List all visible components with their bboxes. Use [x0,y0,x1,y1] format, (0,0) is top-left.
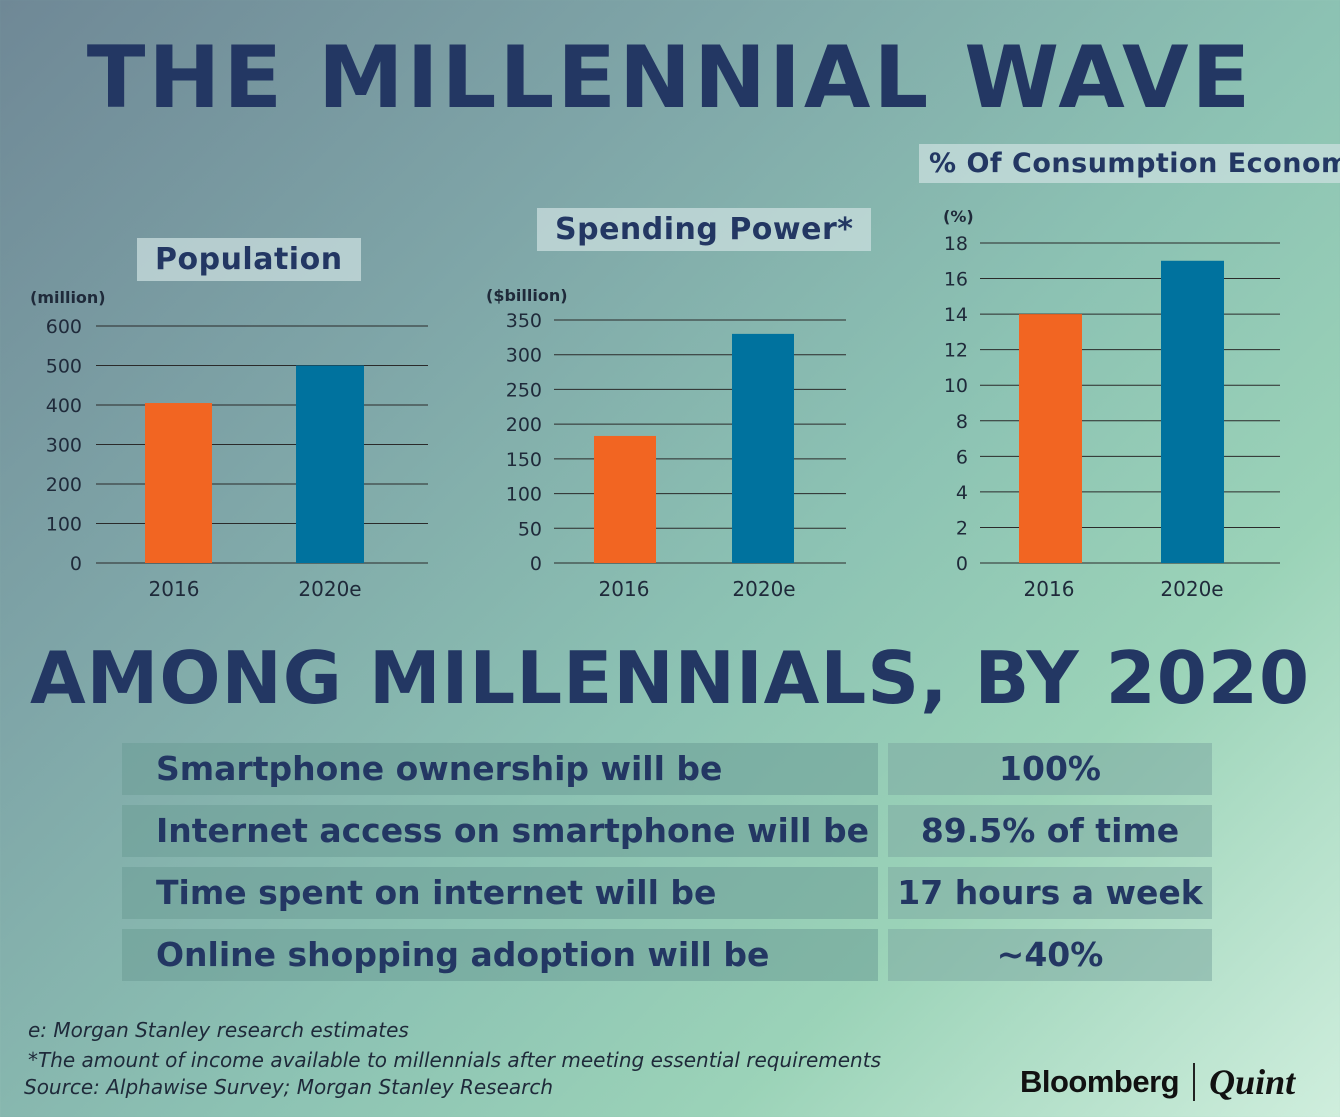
population-bar-2020e [296,365,364,563]
footnote-estimates: e: Morgan Stanley research estimates [28,1018,409,1042]
consumption-bar-2016 [1019,314,1082,563]
brand-bloomberg: Bloomberg [1020,1064,1180,1099]
spending-bar-2016 [594,435,656,563]
spending-y-tick: 100 [506,484,542,506]
spending-y-tick: 150 [506,449,542,471]
consumption-y-tick: 10 [944,375,968,397]
population-bar-2016 [145,403,212,563]
population-x-tick: 2020e [298,577,361,601]
population-x-tick: 2016 [149,577,200,601]
population-y-tick: 400 [46,395,82,417]
population-y-tick: 600 [46,316,82,338]
population-y-tick: 300 [46,435,82,457]
stat-label-time-spent: Time spent on internet will be [122,867,878,919]
consumption-y-tick: 6 [956,446,968,468]
stat-value-smartphone: 100% [888,743,1212,795]
stat-label-internet-access: Internet access on smartphone will be [122,805,878,857]
spending-y-tick: 250 [506,379,542,401]
consumption-y-tick: 16 [944,269,968,291]
main-title: THE MILLENNIAL WAVE [86,28,1254,128]
consumption-y-tick: 2 [956,517,968,539]
stat-value-time-spent: 17 hours a week [888,867,1212,919]
consumption-y-tick: 14 [944,304,968,326]
consumption-y-tick: 12 [944,340,968,362]
spending-y-tick: 300 [506,345,542,367]
spending-y-tick: 50 [518,518,542,540]
consumption-y-tick: 0 [956,553,968,575]
stat-label-online-shopping: Online shopping adoption will be [122,929,878,981]
consumption-y-tick: 8 [956,411,968,433]
population-chart-title: Population [137,238,361,281]
consumption-x-tick: 2016 [1024,577,1075,601]
spending-x-tick: 2020e [732,577,795,601]
stat-value-internet-access: 89.5% of time [888,805,1212,857]
stat-label-smartphone: Smartphone ownership will be [122,743,878,795]
footnote-spending: *The amount of income available to mille… [28,1048,881,1072]
spending-y-tick: 200 [506,414,542,436]
spending-chart-title: Spending Power* [537,208,872,251]
population-y-tick: 100 [46,514,82,536]
spending-x-tick: 2016 [599,577,650,601]
consumption-y-tick: 18 [944,233,968,255]
brand-logo: Bloomberg Quint [1020,1060,1295,1104]
spending-y-tick: 350 [506,310,542,332]
population-y-tick: 0 [70,553,82,575]
stat-value-online-shopping: ~40% [888,929,1212,981]
spending-unit-label: ($billion) [486,286,568,305]
consumption-bar-2020e [1161,260,1224,563]
brand-divider [1193,1063,1196,1101]
consumption-x-tick: 2020e [1160,577,1223,601]
consumption-unit-label: (%) [943,207,974,226]
population-unit-label: (million) [30,288,106,307]
brand-quint: Quint [1209,1062,1296,1102]
spending-bar-2020e [732,333,794,563]
population-y-tick: 200 [46,474,82,496]
section-title: AMONG MILLENNIALS, BY 2020 [29,636,1311,720]
consumption-y-tick: 4 [956,482,968,504]
footnote-source: Source: Alphawise Survey; Morgan Stanley… [24,1075,554,1099]
consumption-chart-title: % Of Consumption Economy [919,144,1340,183]
spending-y-tick: 0 [530,553,542,575]
population-y-tick: 500 [46,356,82,378]
